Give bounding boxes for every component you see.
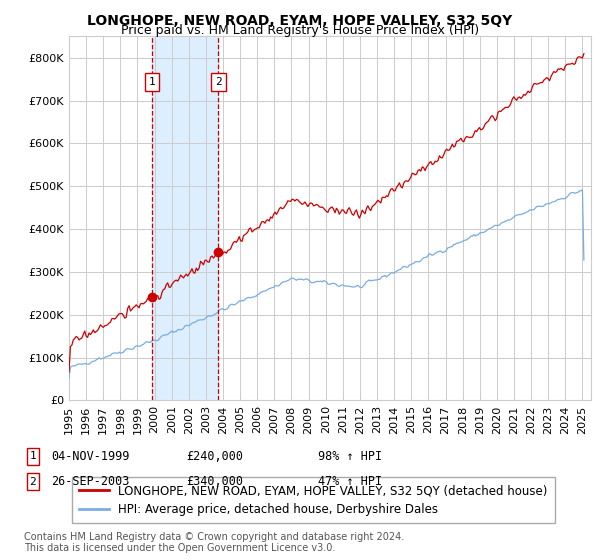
Text: 2: 2 bbox=[29, 477, 37, 487]
Text: 1: 1 bbox=[29, 451, 37, 461]
Legend: LONGHOPE, NEW ROAD, EYAM, HOPE VALLEY, S32 5QY (detached house), HPI: Average pr: LONGHOPE, NEW ROAD, EYAM, HOPE VALLEY, S… bbox=[72, 477, 555, 524]
Text: £240,000: £240,000 bbox=[186, 450, 243, 463]
Text: 2: 2 bbox=[215, 77, 222, 87]
Text: Contains HM Land Registry data © Crown copyright and database right 2024.
This d: Contains HM Land Registry data © Crown c… bbox=[24, 531, 404, 553]
Bar bbox=[152, 36, 218, 400]
Text: 98% ↑ HPI: 98% ↑ HPI bbox=[318, 450, 382, 463]
Text: 26-SEP-2003: 26-SEP-2003 bbox=[51, 475, 130, 488]
Text: 47% ↑ HPI: 47% ↑ HPI bbox=[318, 475, 382, 488]
Text: Price paid vs. HM Land Registry's House Price Index (HPI): Price paid vs. HM Land Registry's House … bbox=[121, 24, 479, 37]
Text: 04-NOV-1999: 04-NOV-1999 bbox=[51, 450, 130, 463]
Text: LONGHOPE, NEW ROAD, EYAM, HOPE VALLEY, S32 5QY: LONGHOPE, NEW ROAD, EYAM, HOPE VALLEY, S… bbox=[88, 14, 512, 28]
Text: 1: 1 bbox=[148, 77, 155, 87]
Text: £340,000: £340,000 bbox=[186, 475, 243, 488]
